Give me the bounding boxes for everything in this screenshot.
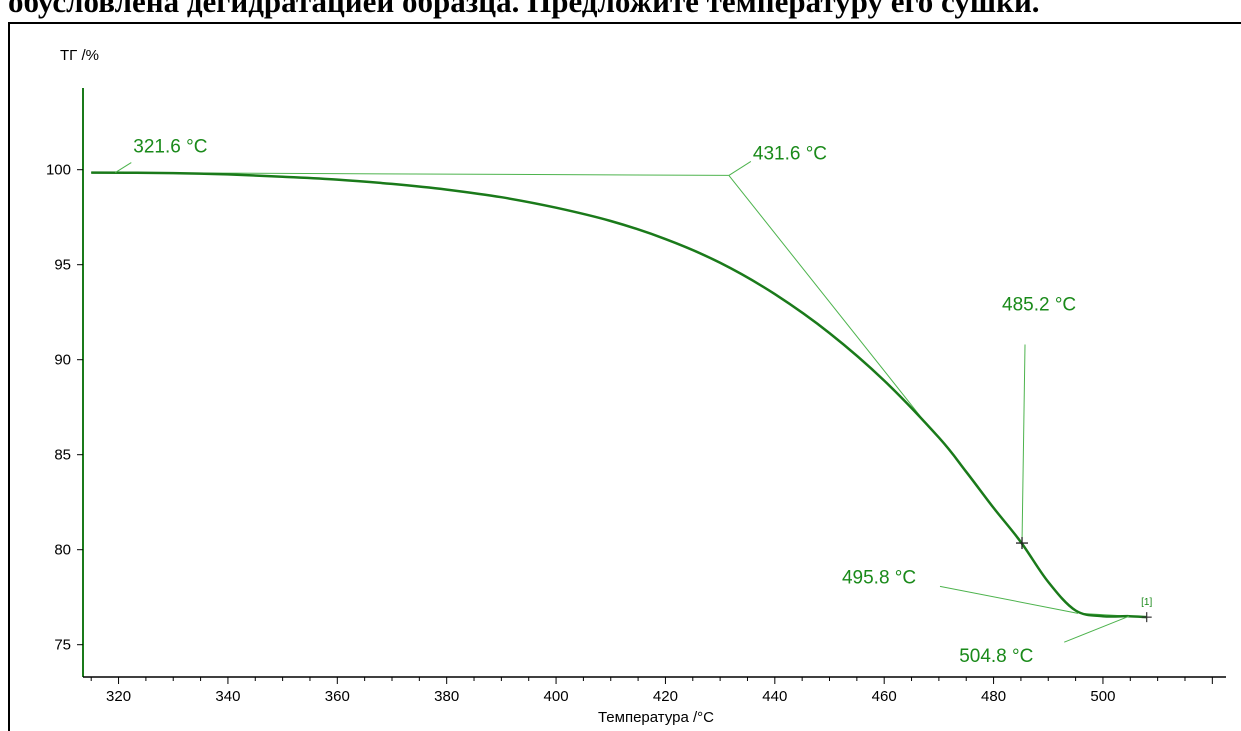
x-tick-label: 360: [325, 688, 350, 705]
y-tick-label: 80: [54, 542, 71, 559]
x-tick-label: 480: [981, 688, 1006, 705]
annotation-label: 431.6 °C: [753, 143, 827, 164]
frame-border-top: [8, 22, 1241, 24]
tangent-line: [728, 175, 926, 423]
series-group: [1]: [91, 171, 1152, 623]
y-tick-label: 75: [54, 637, 71, 654]
x-tick-label: 460: [872, 688, 897, 705]
x-tick-label: 420: [653, 688, 678, 705]
annotation-leader: [1021, 344, 1026, 544]
annotation-leader: [1064, 615, 1130, 643]
x-tick-label: 440: [762, 688, 787, 705]
y-tick-label: 85: [54, 447, 71, 464]
y-tick-label: 95: [54, 257, 71, 274]
annotation-label: 321.6 °C: [133, 137, 207, 158]
y-axis-title: ТГ /%: [60, 47, 99, 64]
annotation-label: 485.2 °C: [1002, 294, 1076, 315]
y-tick-label: 100: [46, 162, 71, 179]
question-text: обусловлена дегидратацией образца. Предл…: [8, 0, 1040, 19]
annotation-leader: [115, 162, 132, 173]
x-tick-label: 320: [106, 688, 131, 705]
x-tick-label: 380: [434, 688, 459, 705]
x-tick-label: 340: [215, 688, 240, 705]
tg-curve-line: [91, 171, 1147, 619]
annotation-leader: [728, 160, 752, 176]
curve-label: [1]: [1141, 597, 1152, 608]
annotations: 321.6 °C 431.6 °C 485.2 °C 495.8 °C 504.8 °C: [115, 137, 1130, 667]
x-axis-title: Температура /°C: [598, 709, 714, 726]
annotation-label: 504.8 °C: [959, 646, 1033, 667]
axes: [82, 88, 1226, 678]
y-tick-label: 90: [54, 352, 71, 369]
x-tick-label: 500: [1090, 688, 1115, 705]
frame-border-left: [8, 22, 10, 731]
annotation-label: 495.8 °C: [842, 567, 916, 588]
tangent-lines: [91, 172, 1147, 618]
ticks: 75 80 85 90 95 100 320 340 360 380 400 420 440 460 480…: [46, 162, 1213, 705]
annotation-leader: [939, 585, 1079, 614]
x-tick-label: 400: [544, 688, 569, 705]
